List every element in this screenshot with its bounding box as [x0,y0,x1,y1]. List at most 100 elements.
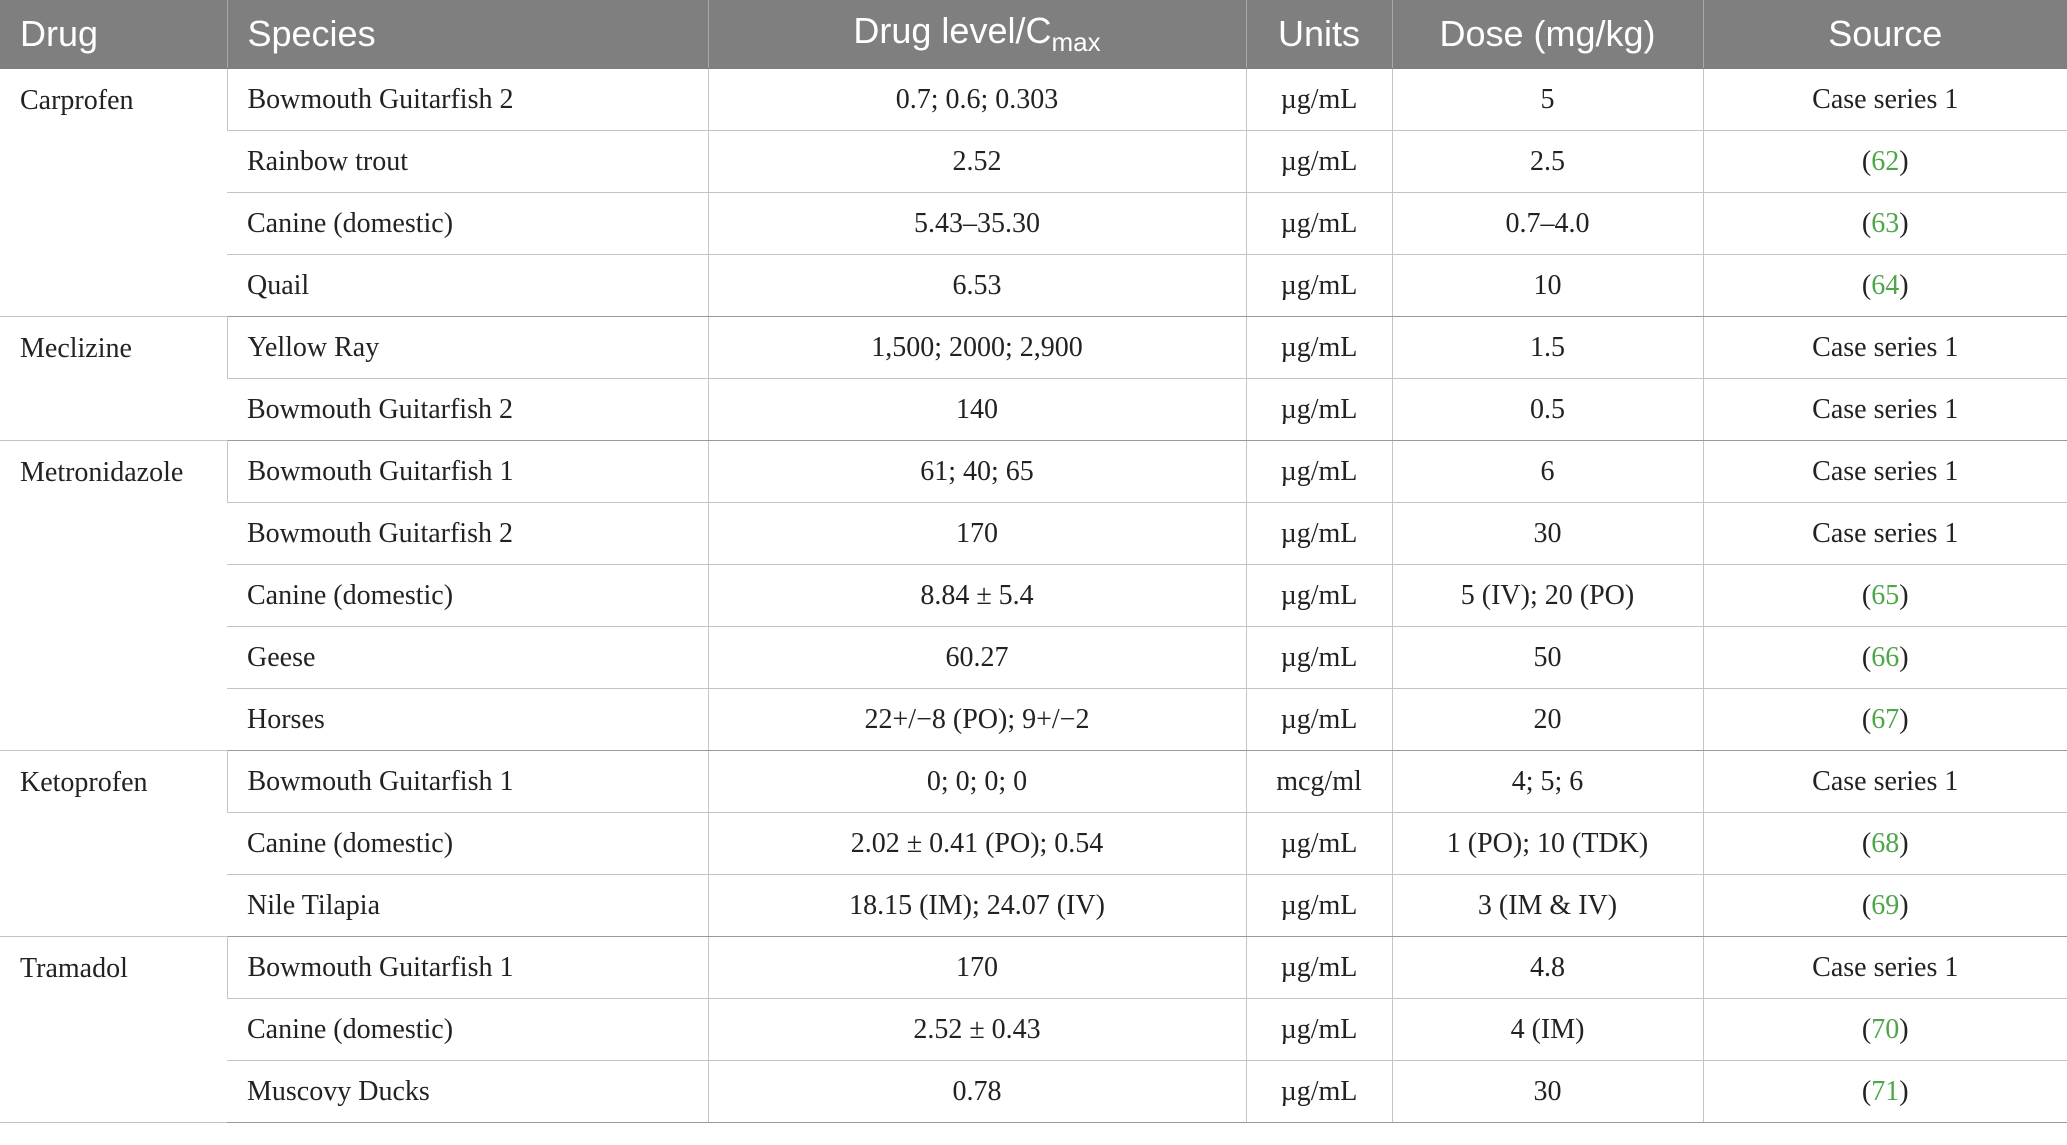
table-row: Carprofen Bowmouth Guitarfish 2 0.7; 0.6; … [0,68,2067,317]
header-row: Drug Species Drug level/Cmax Units Dose … [0,0,2067,69]
source-cell: Case series 1 [1702,750,2067,813]
drug-level-cell: 0; 0; 0; 0 [707,750,1246,813]
units-cell: µg/mL [1245,874,1392,937]
species-cell: Nile Tilapia [227,874,708,937]
drug-level-cell: 0.7; 0.6; 0.303 [707,68,1246,131]
dose-cell: 4.8 [1391,936,1703,999]
units-cell: µg/mL [1245,626,1392,689]
drug-name-cell: Tramadol [0,936,227,1123]
reference-link[interactable]: 62 [1871,145,1900,177]
species-cell: Rainbow trout [227,130,708,193]
species-cell: Canine (domestic) [227,812,708,875]
units-cell: µg/mL [1245,936,1392,999]
units-cell: µg/mL [1245,68,1392,131]
source-cell: Case series 1 [1702,68,2067,131]
table-row: Nile Tilapia 18.15 (IM); 24.07 (IV) µg/mL 3… [0,874,2067,937]
table-row: Canine (domestic) 2.02 ± 0.41 (PO); 0.54 µ… [0,812,2067,875]
source-cell: Case series 1 [1702,316,2067,379]
reference-paren-open: ( [1861,145,1872,177]
dose-cell: 30 [1391,502,1703,565]
drug-level-cell: 2.52 ± 0.43 [707,998,1246,1061]
reference-link[interactable]: 64 [1871,269,1900,301]
reference-paren-open: ( [1861,207,1872,239]
species-cell: Canine (domestic) [227,998,708,1061]
drug-level-cell: 8.84 ± 5.4 [707,564,1246,627]
source-cell: (69) [1702,874,2067,937]
reference-link[interactable]: 71 [1871,1075,1900,1107]
reference-paren-open: ( [1861,1075,1872,1107]
source-cell: Case series 1 [1702,378,2067,441]
drug-level-cell: 140 [707,378,1246,441]
dose-cell: 30 [1391,1060,1703,1123]
dose-cell: 0.5 [1391,378,1703,441]
reference-paren-close: ) [1899,827,1909,859]
drug-name-cell: Metronidazole [0,440,227,751]
units-cell: µg/mL [1245,998,1392,1061]
header-source: Source [1702,0,2067,69]
header-species: Species [226,0,708,69]
header-units: Units [1245,0,1392,69]
reference-link[interactable]: 63 [1871,207,1900,239]
units-cell: µg/mL [1245,316,1392,379]
reference-link[interactable]: 69 [1871,889,1900,921]
table-row: Canine (domestic) 8.84 ± 5.4 µg/mL 5 (IV); … [0,564,2067,627]
drug-level-cell: 0.78 [707,1060,1246,1123]
header-drug-level: Drug level/Cmax [707,0,1246,69]
drug-level-cell: 22+/−8 (PO); 9+/−2 [707,688,1246,751]
reference-paren-close: ) [1899,1075,1909,1107]
reference-link[interactable]: 65 [1871,579,1900,611]
reference-paren-close: ) [1899,579,1909,611]
drug-level-cell: 170 [707,502,1246,565]
dose-cell: 2.5 [1391,130,1703,193]
units-cell: µg/mL [1245,688,1392,751]
table-row: Quail 6.53 µg/mL 10 (64) [0,254,2067,317]
table-row: Ketoprofen Bowmouth Guitarfish 1 0; 0; 0; … [0,750,2067,937]
species-cell: Canine (domestic) [227,564,708,627]
source-cell: (71) [1702,1060,2067,1123]
units-cell: µg/mL [1245,130,1392,193]
header-dose: Dose (mg/kg) [1391,0,1703,69]
dose-cell: 1 (PO); 10 (TDK) [1391,812,1703,875]
source-cell: (64) [1702,254,2067,317]
units-cell: µg/mL [1245,502,1392,565]
table-row: Bowmouth Guitarfish 2 170 µg/mL 30 Case seri… [0,502,2067,565]
species-cell: Bowmouth Guitarfish 1 [226,440,708,503]
drug-level-cell: 18.15 (IM); 24.07 (IV) [707,874,1246,937]
source-cell: Case series 1 [1702,440,2067,503]
reference-paren-close: ) [1899,145,1909,177]
table-header: Drug Species Drug level/Cmax Units Dose … [0,0,2067,69]
reference-paren-open: ( [1861,269,1872,301]
dose-cell: 10 [1391,254,1703,317]
source-cell: Case series 1 [1702,502,2067,565]
table-body: Carprofen Bowmouth Guitarfish 2 0.7; 0.6; … [0,68,2067,1123]
reference-paren-close: ) [1899,641,1909,673]
species-cell: Quail [227,254,708,317]
drug-level-cell: 5.43–35.30 [707,192,1246,255]
dose-cell: 3 (IM & IV) [1391,874,1703,937]
units-cell: µg/mL [1245,378,1392,441]
header-drug: Drug [0,0,227,69]
reference-link[interactable]: 66 [1871,641,1900,673]
source-cell: (68) [1702,812,2067,875]
species-cell: Bowmouth Guitarfish 1 [226,750,708,813]
drug-level-cell: 2.02 ± 0.41 (PO); 0.54 [707,812,1246,875]
header-drug-level-subscript: max [1051,27,1101,57]
reference-link[interactable]: 67 [1871,703,1900,735]
dose-cell: 1.5 [1391,316,1703,379]
reference-paren-open: ( [1861,1013,1872,1045]
drug-level-cell: 6.53 [707,254,1246,317]
table-row: Canine (domestic) 2.52 ± 0.43 µg/mL 4 (IM)(… [0,998,2067,1061]
reference-paren-close: ) [1899,269,1909,301]
source-cell: (63) [1702,192,2067,255]
drug-name-cell: Ketoprofen [0,750,227,937]
reference-link[interactable]: 70 [1871,1013,1900,1045]
reference-paren-open: ( [1861,579,1872,611]
units-cell: mcg/ml [1245,750,1392,813]
table-row: Muscovy Ducks 0.78 µg/mL 30 (71) [0,1060,2067,1123]
table-row: Horses 22+/−8 (PO); 9+/−2 µg/mL 20 (67) [0,688,2067,751]
reference-paren-close: ) [1899,889,1909,921]
dose-cell: 5 [1391,68,1703,131]
reference-link[interactable]: 68 [1871,827,1900,859]
dose-cell: 0.7–4.0 [1391,192,1703,255]
table-row: Meclizine Yellow Ray 1,500; 2000; 2,900 µg/… [0,316,2067,441]
